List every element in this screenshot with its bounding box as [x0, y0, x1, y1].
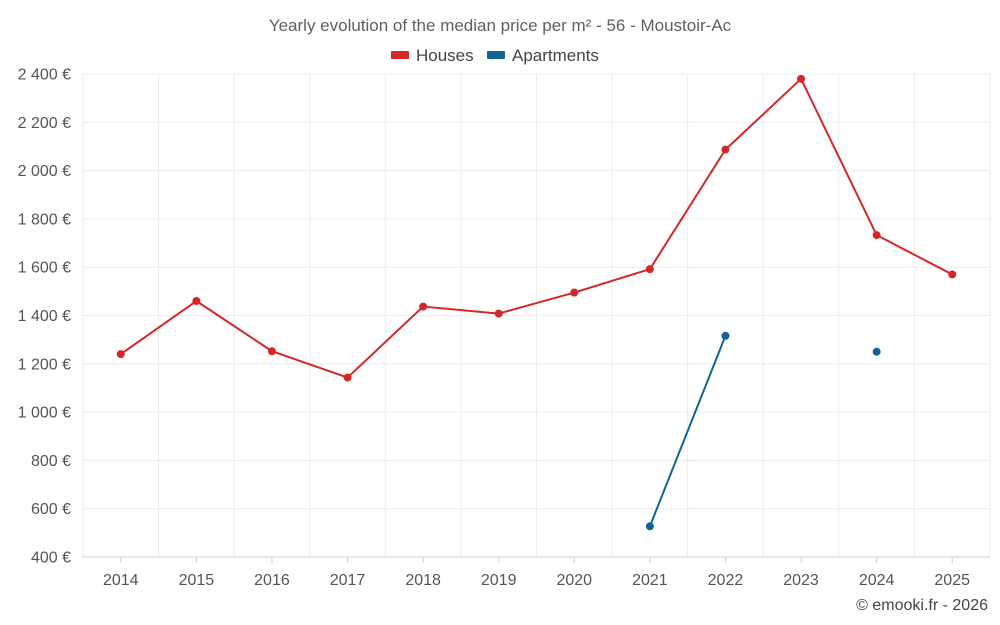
- data-point-houses-2017[interactable]: [343, 373, 352, 382]
- series-houses: [116, 74, 957, 382]
- data-point-apartments-2024[interactable]: [872, 347, 881, 356]
- legend-item-apartments[interactable]: Apartments: [487, 46, 599, 65]
- x-tick-label: 2024: [859, 572, 895, 589]
- x-tick-label: 2021: [632, 572, 668, 589]
- series-apartments: [645, 331, 881, 531]
- x-tick-label: 2018: [405, 572, 441, 589]
- y-tick-label: 1 200 €: [18, 356, 71, 373]
- series-layer: [116, 74, 957, 531]
- data-point-houses-2019[interactable]: [494, 309, 503, 318]
- data-point-houses-2014[interactable]: [116, 350, 125, 359]
- y-tick-label: 800 €: [31, 453, 71, 470]
- legend-item-houses[interactable]: Houses: [391, 46, 474, 65]
- legend: Houses Apartments: [391, 46, 599, 65]
- data-point-houses-2020[interactable]: [570, 288, 579, 297]
- legend-label-apartments: Apartments: [512, 46, 599, 65]
- x-tick-label: 2014: [103, 572, 139, 589]
- y-tick-label: 1 400 €: [18, 308, 71, 325]
- series-line-apartments: [648, 335, 727, 527]
- data-point-houses-2022[interactable]: [721, 145, 730, 154]
- y-tick-label: 600 €: [31, 501, 71, 518]
- y-tick-label: 1 600 €: [18, 260, 71, 277]
- y-tick-label: 2 200 €: [18, 115, 71, 132]
- x-tick-label: 2019: [481, 572, 517, 589]
- grid: [82, 73, 991, 558]
- y-axis: 400 € 600 € 800 € 1 000 € 1 200 € 1 400 € 1 60…: [18, 67, 71, 567]
- x-tick-label: 2016: [254, 572, 290, 589]
- x-tick-label: 2020: [556, 572, 592, 589]
- legend-swatch-houses: [391, 51, 409, 59]
- x-axis: 2014 2015 2016 2017 2018 2019 2020 2021 2022 2023…: [83, 556, 990, 589]
- data-point-houses-2023[interactable]: [797, 74, 806, 83]
- data-point-houses-2018[interactable]: [419, 302, 428, 311]
- y-tick-label: 1 000 €: [18, 405, 71, 422]
- x-tick-label: 2015: [179, 572, 215, 589]
- data-point-houses-2016[interactable]: [267, 347, 276, 356]
- credit: © emooki.fr - 2026: [856, 597, 988, 614]
- data-point-apartments-2021[interactable]: [645, 522, 654, 531]
- x-tick-label: 2022: [708, 572, 744, 589]
- series-line-houses: [120, 77, 953, 379]
- x-tick-label: 2017: [330, 572, 366, 589]
- data-point-houses-2021[interactable]: [645, 265, 654, 274]
- data-point-apartments-2022[interactable]: [721, 331, 730, 340]
- y-tick-label: 2 000 €: [18, 163, 71, 180]
- data-point-houses-2024[interactable]: [872, 231, 881, 240]
- chart-title: Yearly evolution of the median price per…: [269, 16, 732, 35]
- legend-label-houses: Houses: [416, 46, 474, 65]
- data-point-houses-2025[interactable]: [948, 270, 957, 279]
- legend-swatch-apartments: [487, 51, 505, 59]
- data-point-houses-2015[interactable]: [192, 297, 201, 306]
- x-tick-label: 2023: [783, 572, 819, 589]
- y-tick-label: 2 400 €: [18, 67, 71, 84]
- y-tick-label: 1 800 €: [18, 211, 71, 228]
- x-tick-label: 2025: [934, 572, 970, 589]
- y-tick-label: 400 €: [31, 550, 71, 567]
